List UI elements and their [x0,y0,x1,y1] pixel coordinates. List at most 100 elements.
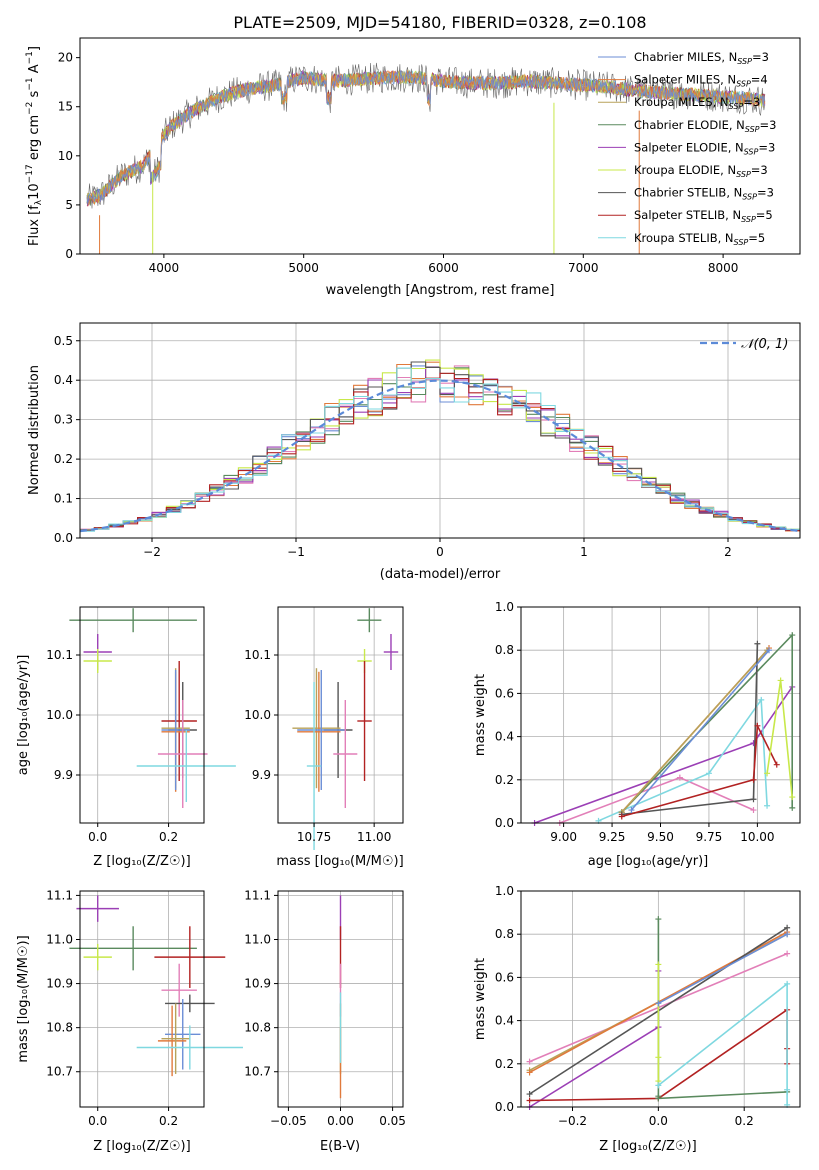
mass-vs-ebv-ytick-label: 10.7 [244,1065,271,1079]
weight-vs-Z-ytick-label: 0.2 [495,1057,514,1071]
residual-histogram-salpeter_stelib [80,372,800,532]
age-vs-Z-ytick-label: 9.9 [54,768,73,782]
weight-vs-age-series-chabrier_miles [630,649,770,811]
legend-label-salpeter_elodie: Salpeter ELODIE, NSSP=3 [634,140,775,156]
age-vs-mass-xlabel: mass [log₁₀(M/M☉)] [276,854,403,869]
residuals-xtick-label: 1 [580,545,588,559]
residuals-ylabel: Normed distribution [27,365,42,495]
residuals-ticks: −2 −1 0 1 2 0.0 0.1 0.2 0.3 0.4 0.5 [54,334,732,559]
weight-vs-age-xlabel: age [log₁₀(age/yr)] [588,854,709,869]
residuals-ytick-label: 0.5 [54,334,73,348]
weight-vs-age-marker-salpeter_stelib [773,761,780,768]
weight-vs-age-marker-salpeter_stelib [618,813,625,820]
residuals-xlabel: (data-model)/error [380,567,501,582]
age-vs-Z-panel: 0.0 0.2 9.9 10.0 10.1 [46,606,236,844]
legend-label-kroupa_stelib: Kroupa STELIB, NSSP=5 [634,231,765,247]
legend-sub: SSP [729,102,744,111]
weight-vs-age-ytick-label: 0.6 [495,686,514,700]
weight-vs-age-marker-kroupa_stelib [705,770,712,777]
spectrum-ytick-label: 0 [65,247,73,261]
mass-vs-Z-xlabel: Z [log₁₀(Z/Z☉)] [93,1139,190,1154]
weight-vs-Z-panel: −0.2 0.0 0.2 0.0 0.2 0.4 0.6 0.8 1.0 [495,884,801,1128]
spectrum-title: PLATE=2509, MJD=54180, FIBERID=0328, z=0… [233,13,646,32]
weight-vs-age-marker-chabrier_elodie [789,632,796,639]
weight-vs-age-ytick-label: 1.0 [495,600,514,614]
weight-vs-age-series-kroupa_stelib [598,697,768,822]
weight-vs-age-marker-kroupa_stelib [764,802,771,809]
legend-name: Salpeter STELIB, N [634,208,741,222]
legend-name: Chabrier ELODIE, N [634,118,745,132]
weight-vs-Z-marker-chabrier_miles [784,931,791,938]
weight-vs-age-marker-kroupa_elodie [777,677,784,684]
weight-vs-age-xtick-label: 9.50 [647,830,674,844]
weight-vs-age-marker-chabrier_stelib [754,640,761,647]
ylabel-part-c: 10 [27,183,42,200]
legend-tail: =3 [743,95,760,109]
weight-vs-Z-marker-kroupa_stelib [655,1082,662,1089]
mass-vs-Z-panel: 0.0 0.2 10.7 10.8 10.9 11.0 11.1 [46,888,243,1128]
spectrum-xtick-label: 5000 [288,261,319,275]
ylabel-part-b: λ [34,199,44,205]
legend-sub: SSP [741,215,756,224]
weight-vs-age-series-kroupa_miles [621,649,768,813]
spectrum-ytick-label: 20 [58,51,73,65]
legend-name: Chabrier STELIB, N [634,186,742,200]
weight-vs-age-marker-kroupa_stelib [758,696,765,703]
weight-vs-Z-marker-kroupa_stelib [784,1086,791,1093]
legend-tail: =3 [760,118,777,132]
weight-vs-Z-ytick-label: 0.8 [495,927,514,941]
legend-sub: SSP [734,238,749,247]
mass-vs-ebv-xlabel: E(B-V) [320,1139,360,1154]
legend-name: Chabrier MILES, N [634,50,737,64]
weight-vs-Z-xlabel: Z [log₁₀(Z/Z☉)] [599,1139,696,1154]
weight-vs-age-ylabel: mass weight [473,674,488,756]
ylabel-part-k: ] [27,46,42,51]
legend-label-kroupa_elodie: Kroupa ELODIE, NSSP=3 [634,163,768,179]
weight-vs-age-panel: 9.00 9.25 9.50 9.75 10.00 0.0 0.2 0.4 0.6 0.8 1.0 [495,600,801,844]
ylabel-part-i: A [27,64,42,77]
mass-vs-Z-ytick-label: 10.7 [46,1065,73,1079]
legend-tail: =3 [752,50,769,64]
mass-vs-Z-frame [79,890,205,1108]
age-vs-Z-ylabel: age [log₁₀(age/yr)] [16,655,31,776]
age-vs-mass-xtick-label: 10.75 [297,830,331,844]
legend-sub: SSP [736,170,751,179]
spectrum-ylabel: Flux [fλ10−17 erg cm−2 s−1 A−1] [25,46,44,246]
weight-vs-age-marker-pink [750,807,757,814]
age-vs-mass-xtick-label: 11.00 [357,830,391,844]
spectrum-ticks: 4000 5000 6000 7000 8000 0 5 10 15 20 [58,51,739,275]
weight-vs-Z-marker-chabrier_elodie [655,1095,662,1102]
weight-vs-age-marker-chabrier_stelib [750,796,757,803]
age-vs-mass-ytick-label: 10.0 [244,708,271,722]
age-vs-Z-ytick-label: 10.0 [46,708,73,722]
legend-tail: =3 [751,163,768,177]
residuals-panel: −2 −1 0 1 2 0.0 0.1 0.2 0.3 0.4 0.5 (data-model)/e… [27,322,801,582]
mass-vs-Z-ytick-label: 10.8 [46,1021,73,1035]
ylabel-part-h: −1 [25,77,35,90]
weight-vs-Z-marker-chabrier_stelib [526,1091,533,1098]
weight-vs-Z-xtick-label: 0.0 [649,1114,668,1128]
legend-sub: SSP [745,125,760,134]
age-vs-Z-xtick-label: 0.0 [88,830,107,844]
mass-vs-ebv-ytick-label: 11.1 [244,888,271,902]
weight-vs-age-marker-kroupa_elodie [789,794,796,801]
weight-vs-age-ytick-label: 0.0 [495,816,514,830]
normal-legend-label: 𝒩(0, 1) [741,337,788,352]
legend-label-salpeter_stelib: Salpeter STELIB, NSSP=5 [634,208,773,224]
mass-vs-Z-ylabel: mass [log₁₀(M/M☉)] [16,935,31,1062]
legend-tail: =3 [757,186,774,200]
spectrum-ytick-label: 10 [58,149,73,163]
weight-vs-Z-marker-chabrier_stelib [784,924,791,931]
weight-vs-age-marker-salpeter_stelib [754,722,761,729]
legend-label-chabrier_miles: Chabrier MILES, NSSP=3 [634,50,769,66]
spectrum-xlabel: wavelength [Angstrom, rest frame] [326,283,555,298]
weight-vs-age-marker-chabrier_elodie [789,804,796,811]
ylabel-part-f: −2 [25,102,35,115]
weight-vs-Z-marker-chabrier_miles [655,1000,662,1007]
weight-vs-age-marker-pink [676,774,683,781]
mass-vs-Z-ytick-label: 10.9 [46,977,73,991]
weight-vs-Z-ytick-label: 0.0 [495,1100,514,1114]
age-vs-mass-panel: 10.75 11.00 9.9 10.0 10.1 [244,606,404,850]
legend-name: Kroupa MILES, N [634,95,729,109]
